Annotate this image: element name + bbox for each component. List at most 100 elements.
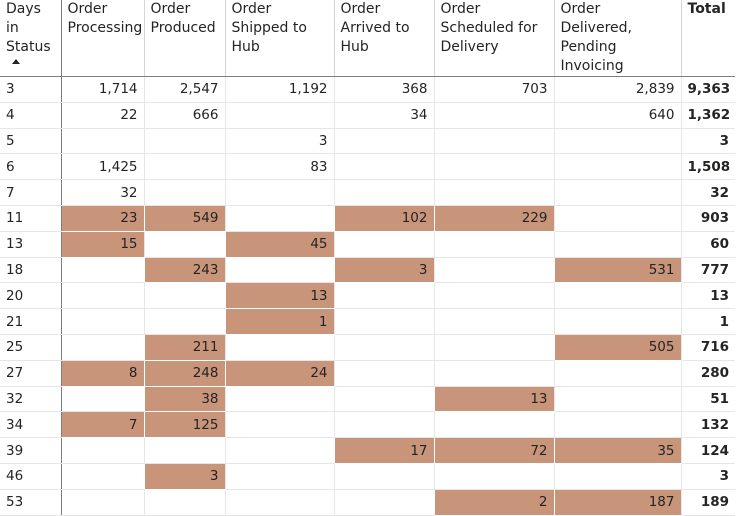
value-cell[interactable]: 1,714 [60, 76, 144, 103]
value-cell[interactable] [224, 102, 334, 129]
value-cell[interactable] [333, 179, 434, 206]
value-cell[interactable] [60, 257, 144, 284]
row-header-cell[interactable]: 46 [0, 463, 62, 490]
row-header-cell[interactable]: 32 [0, 386, 62, 413]
value-cell[interactable]: 15 [60, 231, 144, 258]
row-total-cell[interactable]: 124 [680, 437, 735, 464]
value-cell[interactable] [224, 205, 334, 232]
column-header-total[interactable]: Total [680, 0, 735, 77]
row-total-cell[interactable]: 777 [680, 257, 735, 284]
value-cell[interactable] [224, 411, 334, 439]
value-cell[interactable] [553, 231, 681, 258]
value-cell[interactable]: 13 [224, 282, 334, 310]
value-cell[interactable] [143, 308, 225, 335]
value-cell[interactable] [333, 360, 434, 387]
value-cell[interactable] [553, 153, 681, 181]
value-cell[interactable] [333, 334, 434, 361]
value-cell[interactable] [143, 231, 225, 258]
value-cell[interactable]: 2,547 [143, 76, 225, 103]
value-cell[interactable] [433, 102, 554, 129]
value-cell[interactable]: 83 [224, 153, 334, 181]
value-cell[interactable]: 72 [433, 437, 554, 464]
row-header-cell[interactable]: 4 [0, 102, 62, 129]
value-cell[interactable] [224, 179, 334, 206]
value-cell[interactable] [433, 282, 554, 310]
value-cell[interactable]: 187 [553, 489, 681, 516]
value-cell[interactable]: 125 [143, 411, 225, 439]
value-cell[interactable] [433, 334, 554, 361]
value-cell[interactable]: 23 [60, 205, 144, 232]
value-cell[interactable] [333, 411, 434, 439]
value-cell[interactable] [553, 386, 681, 413]
row-header-cell[interactable]: 27 [0, 360, 62, 387]
value-cell[interactable] [553, 282, 681, 310]
value-cell[interactable] [224, 257, 334, 284]
value-cell[interactable] [224, 437, 334, 464]
value-cell[interactable]: 666 [143, 102, 225, 129]
value-cell[interactable] [143, 437, 225, 464]
value-cell[interactable]: 211 [143, 334, 225, 361]
row-header-cell[interactable]: 21 [0, 308, 62, 335]
value-cell[interactable]: 531 [553, 257, 681, 284]
row-header-cell[interactable]: 25 [0, 334, 62, 361]
value-cell[interactable] [553, 179, 681, 206]
value-cell[interactable] [433, 411, 554, 439]
row-total-cell[interactable]: 9,363 [680, 76, 735, 103]
value-cell[interactable] [433, 153, 554, 181]
value-cell[interactable]: 2,839 [553, 76, 681, 103]
column-header-order-scheduled-for-delivery[interactable]: Order Scheduled for Delivery [433, 0, 554, 77]
value-cell[interactable] [553, 308, 681, 335]
value-cell[interactable]: 32 [60, 179, 144, 206]
value-cell[interactable]: 13 [433, 386, 554, 413]
value-cell[interactable] [333, 463, 434, 490]
value-cell[interactable]: 1 [224, 308, 334, 335]
row-header-cell[interactable]: 3 [0, 76, 62, 103]
row-header-cell[interactable]: 53 [0, 489, 62, 516]
value-cell[interactable]: 248 [143, 360, 225, 387]
value-cell[interactable]: 35 [553, 437, 681, 464]
row-header-cell[interactable]: 7 [0, 179, 62, 206]
row-header-cell[interactable]: 34 [0, 411, 62, 439]
value-cell[interactable]: 229 [433, 205, 554, 232]
value-cell[interactable] [60, 489, 144, 516]
value-cell[interactable] [553, 411, 681, 439]
value-cell[interactable]: 3 [333, 257, 434, 284]
value-cell[interactable]: 1,192 [224, 76, 334, 103]
column-header-order-produced[interactable]: Order Produced [143, 0, 225, 77]
value-cell[interactable]: 24 [224, 360, 334, 387]
value-cell[interactable] [143, 489, 225, 516]
row-total-cell[interactable]: 60 [680, 231, 735, 258]
row-header-cell[interactable]: 20 [0, 282, 62, 310]
value-cell[interactable] [60, 463, 144, 490]
row-total-cell[interactable]: 132 [680, 411, 735, 439]
value-cell[interactable] [143, 153, 225, 181]
value-cell[interactable] [224, 386, 334, 413]
row-total-cell[interactable]: 3 [680, 463, 735, 490]
value-cell[interactable] [433, 231, 554, 258]
value-cell[interactable] [433, 179, 554, 206]
value-cell[interactable] [224, 334, 334, 361]
row-total-cell[interactable]: 1,362 [680, 102, 735, 129]
value-cell[interactable] [433, 308, 554, 335]
value-cell[interactable]: 2 [433, 489, 554, 516]
row-total-cell[interactable]: 13 [680, 282, 735, 310]
value-cell[interactable]: 102 [333, 205, 434, 232]
value-cell[interactable]: 7 [60, 411, 144, 439]
value-cell[interactable] [143, 128, 225, 155]
value-cell[interactable] [60, 386, 144, 413]
value-cell[interactable] [433, 463, 554, 490]
column-header-order-delivered-pending-invoicing[interactable]: Order Delivered, Pending Invoicing [553, 0, 681, 77]
value-cell[interactable] [333, 308, 434, 335]
row-header-cell[interactable]: 5 [0, 128, 62, 155]
value-cell[interactable] [333, 231, 434, 258]
value-cell[interactable]: 8 [60, 360, 144, 387]
value-cell[interactable]: 1,425 [60, 153, 144, 181]
value-cell[interactable]: 243 [143, 257, 225, 284]
value-cell[interactable]: 3 [224, 128, 334, 155]
value-cell[interactable]: 38 [143, 386, 225, 413]
row-header-cell[interactable]: 13 [0, 231, 62, 258]
value-cell[interactable] [60, 437, 144, 464]
column-header-order-processing[interactable]: Order Processing [60, 0, 144, 77]
column-header-order-arrived-to-hub[interactable]: Order Arrived to Hub [333, 0, 434, 77]
row-total-cell[interactable]: 280 [680, 360, 735, 387]
